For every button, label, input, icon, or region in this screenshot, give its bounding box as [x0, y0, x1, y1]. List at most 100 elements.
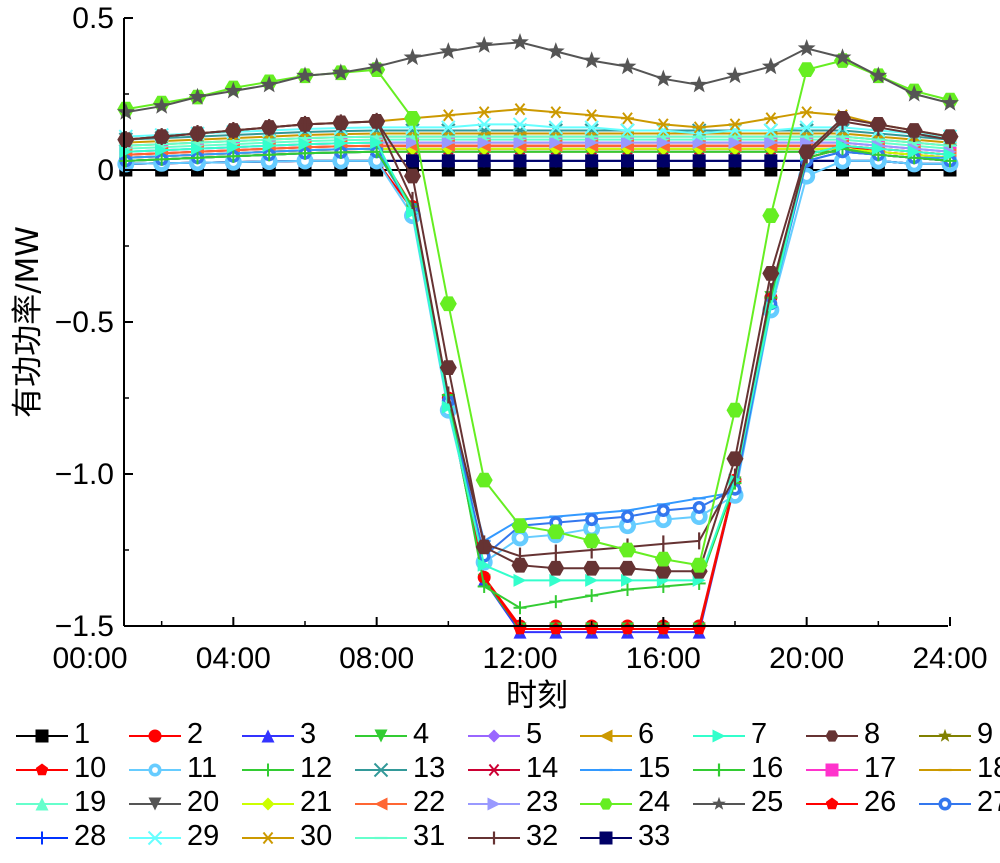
series-29-point	[548, 120, 564, 135]
legend-label: 20	[187, 786, 220, 818]
series-7-point	[549, 573, 563, 587]
legend-swatch-12	[242, 763, 294, 777]
series-32-line	[125, 120, 951, 558]
series-7-point	[477, 558, 491, 572]
series-25-point	[331, 63, 350, 81]
legend-swatch-10	[16, 763, 68, 776]
series-33-point	[513, 154, 527, 168]
legend-swatch-16	[693, 763, 745, 777]
series-7-point	[513, 573, 527, 587]
legend-marker-7	[712, 729, 726, 743]
series-7-point	[191, 142, 204, 156]
series-layer	[116, 33, 959, 639]
series-7-point	[621, 573, 634, 587]
series-24-point	[583, 533, 601, 549]
legend-label: 6	[638, 718, 655, 750]
series-13-point	[512, 123, 528, 138]
legend-marker-17	[825, 763, 839, 777]
legend-label: 9	[977, 718, 994, 750]
series-12-point	[155, 152, 169, 166]
legend-swatch-21	[242, 797, 294, 811]
series-29-point	[584, 120, 599, 135]
x-tick-label: 16:00	[626, 642, 701, 675]
series-12-point	[585, 589, 599, 603]
series-32	[124, 112, 952, 565]
legend-marker-27	[938, 797, 952, 811]
series-25-point	[546, 42, 565, 59]
legend-marker-5	[487, 729, 501, 743]
legend-swatch-24	[580, 798, 632, 810]
series-29-point	[691, 126, 707, 141]
legend-swatch-22	[355, 797, 407, 811]
series-7-point	[836, 139, 849, 153]
legend-marker-29	[147, 830, 163, 846]
series-25-point	[152, 96, 171, 114]
legend-marker-9	[938, 728, 952, 742]
series-25-point	[833, 48, 852, 66]
legend-swatch-28	[16, 831, 68, 845]
series-24-point	[511, 518, 529, 533]
x-axis-label: 时刻	[506, 678, 568, 714]
legend-label: 30	[300, 820, 333, 852]
legend-swatch-8	[806, 730, 858, 742]
legend-label: 1	[74, 718, 91, 750]
legend-marker-19	[35, 797, 49, 811]
series-33-point	[656, 154, 670, 168]
series-25-point	[296, 66, 314, 84]
series-13-point	[476, 123, 492, 138]
series-13-line	[125, 129, 951, 141]
series-25-point	[761, 57, 780, 75]
legend-label: 32	[526, 820, 559, 852]
series-25-point	[797, 39, 816, 56]
legend-swatch-26	[806, 797, 858, 810]
series-33-point	[692, 154, 706, 168]
series-25-point	[941, 93, 959, 111]
series-33-point	[585, 154, 599, 168]
legend-swatch-11	[129, 763, 181, 777]
series-29-point	[512, 117, 528, 132]
legend-swatch-7	[693, 729, 745, 743]
legend-label: 15	[638, 752, 671, 784]
series-25-point	[654, 69, 673, 87]
legend-marker-26	[825, 797, 839, 810]
series-23-point	[406, 136, 419, 150]
series-25-point	[224, 81, 243, 99]
series-8-point	[654, 563, 672, 579]
series-25-point	[511, 33, 529, 50]
series-24-point	[619, 542, 636, 558]
legend-swatch-32	[468, 831, 520, 845]
legend-swatch-3	[242, 729, 294, 743]
legend-swatch-4	[355, 729, 407, 743]
series-3	[119, 142, 957, 639]
series-24-point	[798, 62, 816, 77]
series-12-point	[226, 149, 240, 163]
series-29-point	[727, 123, 743, 138]
legend-swatch-5	[468, 729, 520, 743]
series-7-line	[125, 141, 951, 582]
series-8-point	[547, 560, 565, 576]
series-33-point	[549, 154, 563, 168]
series-25-point	[618, 57, 637, 75]
legend-swatch-15	[580, 768, 632, 772]
series-33-point	[477, 154, 491, 168]
series-11-point	[511, 529, 529, 547]
series-11-line	[125, 159, 950, 564]
series-30-point	[764, 112, 778, 125]
series-30-point	[441, 109, 455, 122]
legend-swatch-13	[355, 762, 407, 778]
legend-swatch-19	[16, 797, 68, 811]
legend-label: 16	[751, 752, 784, 784]
series-7-point	[155, 143, 169, 157]
series-7-point	[441, 400, 455, 414]
legend-label: 22	[413, 786, 446, 818]
series-29-point	[441, 120, 456, 135]
series-25-point	[582, 51, 601, 69]
series-30-point	[621, 112, 634, 125]
y-tick-label: 0	[97, 154, 114, 187]
series-12-point	[513, 601, 527, 615]
series-7-point	[119, 145, 133, 159]
legend-marker-13	[373, 762, 389, 778]
legend-swatch-1	[16, 729, 68, 743]
legend-marker-6	[599, 729, 613, 743]
series-12-point	[621, 583, 634, 597]
